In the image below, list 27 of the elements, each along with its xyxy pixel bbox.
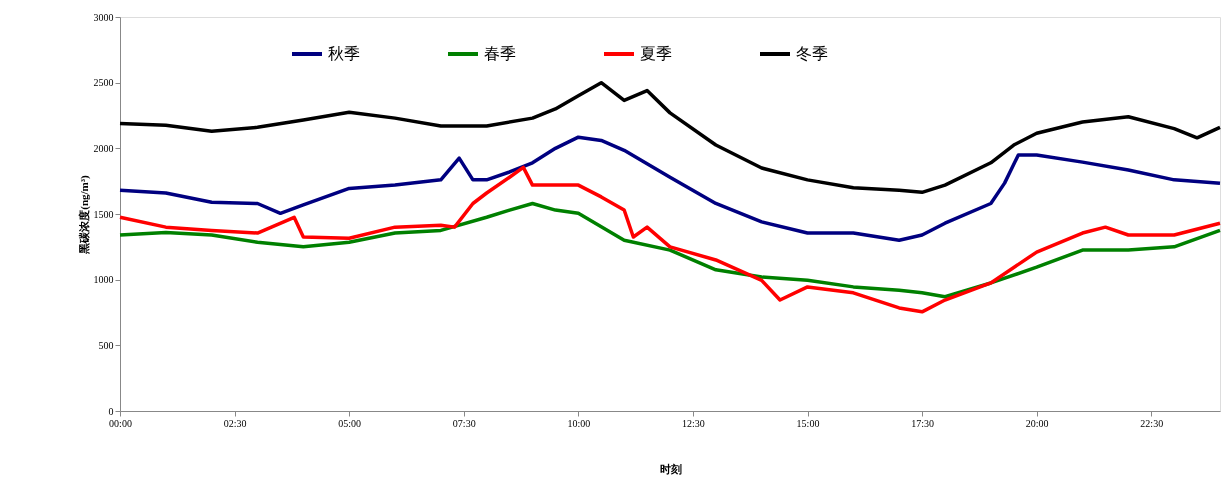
y-axis-title: 黑碳浓度(ng/m³) — [77, 174, 91, 255]
legend-label: 秋季 — [328, 45, 360, 62]
y-tick-label: 1000 — [93, 274, 114, 286]
x-axis-title: 时刻 — [659, 462, 682, 475]
y-tick-label: 2000 — [93, 142, 114, 154]
x-tick-label: 02:30 — [223, 417, 247, 429]
x-tick-label: 20:00 — [1025, 417, 1049, 429]
line-series — [118, 135, 1222, 243]
x-tick-label: 12:30 — [682, 417, 705, 429]
x-tick-label: 15:00 — [796, 417, 820, 429]
x-tick-label: 05:00 — [338, 417, 362, 429]
line-series — [118, 80, 1222, 195]
y-tick-label: 3000 — [93, 11, 114, 23]
y-tick-label: 500 — [98, 339, 114, 351]
legend-label: 冬季 — [796, 45, 828, 62]
line-series — [118, 201, 1222, 299]
line-series — [118, 165, 1222, 314]
x-tick-label: 07:30 — [452, 417, 476, 429]
x-tick-label: 17:30 — [911, 417, 934, 429]
legend-label: 夏季 — [640, 45, 672, 62]
y-tick-label: 2500 — [93, 77, 114, 89]
x-tick-label: 00:00 — [109, 417, 132, 429]
legend-label: 春季 — [484, 45, 516, 62]
x-tick-label: 22:30 — [1140, 417, 1164, 429]
x-tick-label: 10:00 — [567, 417, 591, 429]
y-tick-label: 0 — [108, 405, 114, 417]
y-tick-label: 1500 — [93, 208, 114, 220]
